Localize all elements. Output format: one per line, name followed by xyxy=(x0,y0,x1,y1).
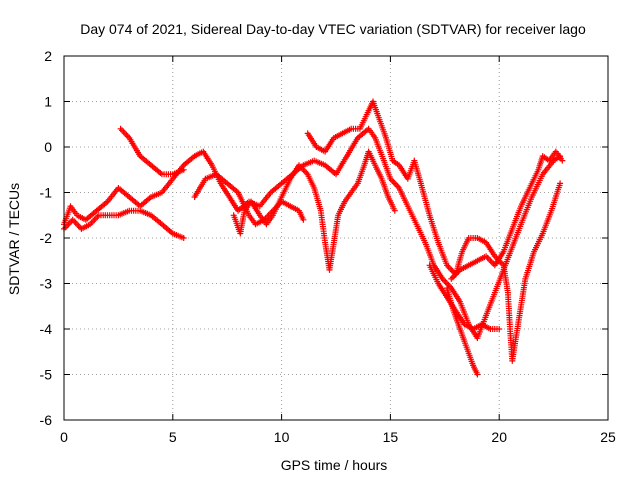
series-track-5 xyxy=(230,148,398,273)
y-tick-label: -2 xyxy=(40,230,53,246)
x-tick-label: 15 xyxy=(383,429,399,445)
series-track-2 xyxy=(61,207,187,241)
x-tick-label: 25 xyxy=(600,429,616,445)
data-point xyxy=(496,326,503,332)
y-tick-label: -3 xyxy=(40,276,53,292)
series-track-6 xyxy=(304,98,564,364)
axis-ticks xyxy=(63,55,609,421)
data-point xyxy=(474,371,481,378)
x-tick-label: 5 xyxy=(169,429,177,445)
data-point xyxy=(559,157,566,164)
series-track-3 xyxy=(117,125,187,178)
chart-title: Day 074 of 2021, Sidereal Day-to-day VTE… xyxy=(80,21,586,37)
data-point xyxy=(391,207,398,214)
y-tick-label: -4 xyxy=(40,321,53,337)
y-axis-label: SDTVAR / TECUs xyxy=(6,183,22,295)
series-track-8 xyxy=(444,285,481,378)
series-track-1 xyxy=(61,125,564,342)
tick-labels: 0 5 10 15 20 25 -6 -5 -4 -3 -2 -1 0 1 2 xyxy=(40,48,616,445)
y-tick-label: -1 xyxy=(40,185,53,201)
data-point xyxy=(300,216,307,223)
x-tick-label: 0 xyxy=(60,429,68,445)
series-track-9 xyxy=(448,148,566,282)
y-tick-label: -6 xyxy=(40,412,53,428)
data-point xyxy=(180,235,187,241)
y-tick-label: 2 xyxy=(44,48,52,64)
x-tick-label: 10 xyxy=(274,429,290,445)
y-tick-label: -5 xyxy=(40,367,53,383)
x-axis-label: GPS time / hours xyxy=(281,457,388,473)
data-point xyxy=(180,166,187,173)
y-tick-label: 1 xyxy=(44,94,52,110)
data-point xyxy=(557,180,564,187)
y-tick-label: 0 xyxy=(44,139,52,155)
x-tick-label: 20 xyxy=(491,429,507,445)
data-series xyxy=(61,98,566,378)
